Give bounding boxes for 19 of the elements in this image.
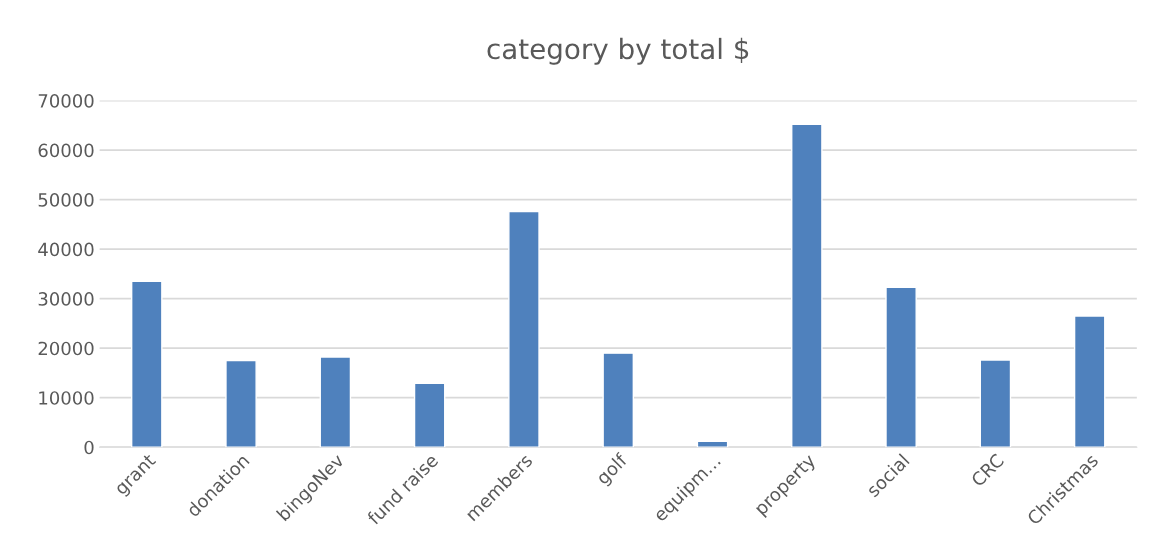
y-tick-label: 30000 xyxy=(38,292,94,306)
chart-title: category by total $ xyxy=(487,37,749,65)
y-tick-label: 20000 xyxy=(38,341,94,356)
bar xyxy=(225,359,257,448)
y-tick-label: 50000 xyxy=(38,193,94,207)
y-tick-label: 40000 xyxy=(38,242,94,257)
bar xyxy=(885,286,917,448)
bar xyxy=(602,352,635,448)
y-tick-label: 60000 xyxy=(38,143,94,158)
y-tick-label: 10000 xyxy=(39,391,94,405)
bar xyxy=(791,123,823,448)
bar xyxy=(979,359,1012,448)
bar xyxy=(130,280,163,448)
bar xyxy=(413,382,446,448)
bar xyxy=(319,356,352,448)
bar xyxy=(1073,315,1106,448)
bar xyxy=(508,210,540,448)
y-tick-label: 0 xyxy=(84,440,94,455)
y-tick-label: 70000 xyxy=(38,94,94,108)
